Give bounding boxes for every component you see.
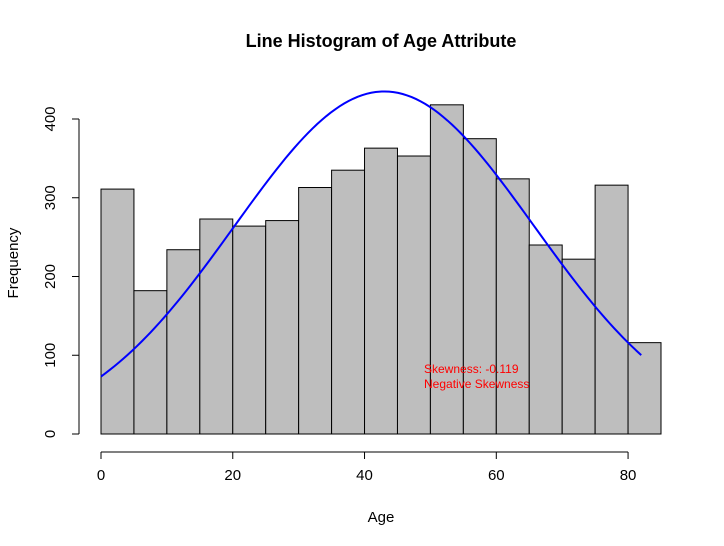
- histogram-bar: [627, 342, 662, 435]
- y-tick-label: 300: [42, 185, 59, 210]
- histogram-bar: [166, 249, 201, 435]
- histogram-bar: [495, 178, 530, 435]
- x-tick-label: 40: [356, 467, 373, 484]
- histogram-bar: [429, 104, 464, 435]
- density-curve: [100, 90, 642, 378]
- skewness-type-annotation: Negative Skewness: [424, 377, 529, 391]
- histogram-bar: [364, 147, 398, 435]
- histogram-bar: [298, 187, 333, 435]
- y-tick-label: 200: [42, 264, 59, 289]
- histogram-bar: [199, 218, 234, 435]
- histogram-bar: [331, 169, 366, 435]
- chart-title: Line Histogram of Age Attribute: [246, 31, 517, 51]
- x-tick-label: 20: [224, 467, 241, 484]
- histogram-bar: [594, 184, 629, 435]
- histogram-bar: [528, 244, 563, 435]
- histogram-bar: [133, 290, 168, 435]
- x-tick-label: 0: [97, 467, 105, 484]
- x-tick-label: 80: [620, 467, 637, 484]
- x-tick-label: 60: [488, 467, 505, 484]
- x-axis: 0 20 40 60 80: [97, 451, 637, 484]
- y-tick-label: 0: [42, 430, 59, 438]
- x-axis-label: Age: [368, 509, 395, 526]
- y-tick-label: 100: [42, 343, 59, 368]
- histogram-bar: [232, 225, 267, 435]
- y-axis-label: Frequency: [5, 227, 22, 298]
- histogram-bar: [265, 220, 300, 435]
- y-axis: 0 100 200 300 400: [42, 106, 80, 438]
- histogram-bar: [396, 155, 431, 435]
- histogram-bar: [100, 188, 135, 435]
- skewness-annotation: Skewness: -0.119: [424, 362, 519, 376]
- histogram-bar: [462, 138, 497, 435]
- y-tick-label: 400: [42, 106, 59, 131]
- bars-group: [100, 104, 662, 435]
